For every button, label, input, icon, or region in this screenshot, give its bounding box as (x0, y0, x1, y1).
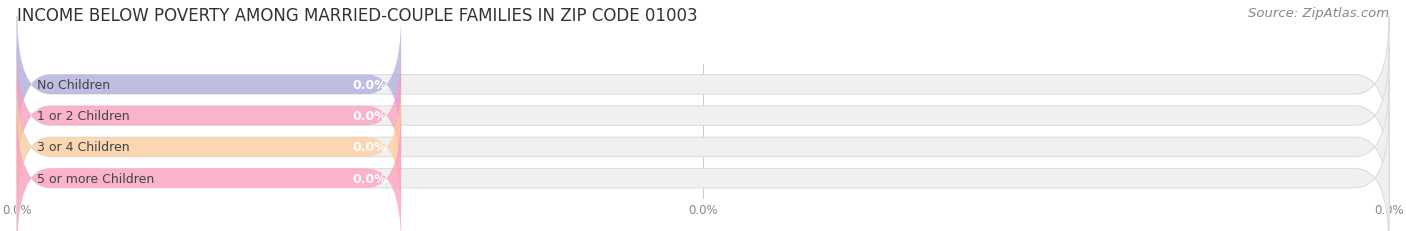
Text: 0.0%: 0.0% (353, 110, 388, 123)
Text: INCOME BELOW POVERTY AMONG MARRIED-COUPLE FAMILIES IN ZIP CODE 01003: INCOME BELOW POVERTY AMONG MARRIED-COUPL… (17, 7, 697, 25)
FancyBboxPatch shape (17, 79, 401, 216)
Text: 0.0%: 0.0% (353, 172, 388, 185)
Text: Source: ZipAtlas.com: Source: ZipAtlas.com (1249, 7, 1389, 20)
FancyBboxPatch shape (17, 17, 1389, 153)
Text: 0.0%: 0.0% (353, 141, 388, 154)
FancyBboxPatch shape (17, 110, 401, 231)
Text: 5 or more Children: 5 or more Children (38, 172, 155, 185)
FancyBboxPatch shape (17, 48, 401, 184)
FancyBboxPatch shape (17, 79, 1389, 216)
Text: 0.0%: 0.0% (353, 79, 388, 91)
Text: 3 or 4 Children: 3 or 4 Children (38, 141, 131, 154)
FancyBboxPatch shape (17, 17, 401, 153)
FancyBboxPatch shape (17, 110, 1389, 231)
FancyBboxPatch shape (17, 48, 1389, 184)
Text: 1 or 2 Children: 1 or 2 Children (38, 110, 131, 123)
Text: No Children: No Children (38, 79, 111, 91)
